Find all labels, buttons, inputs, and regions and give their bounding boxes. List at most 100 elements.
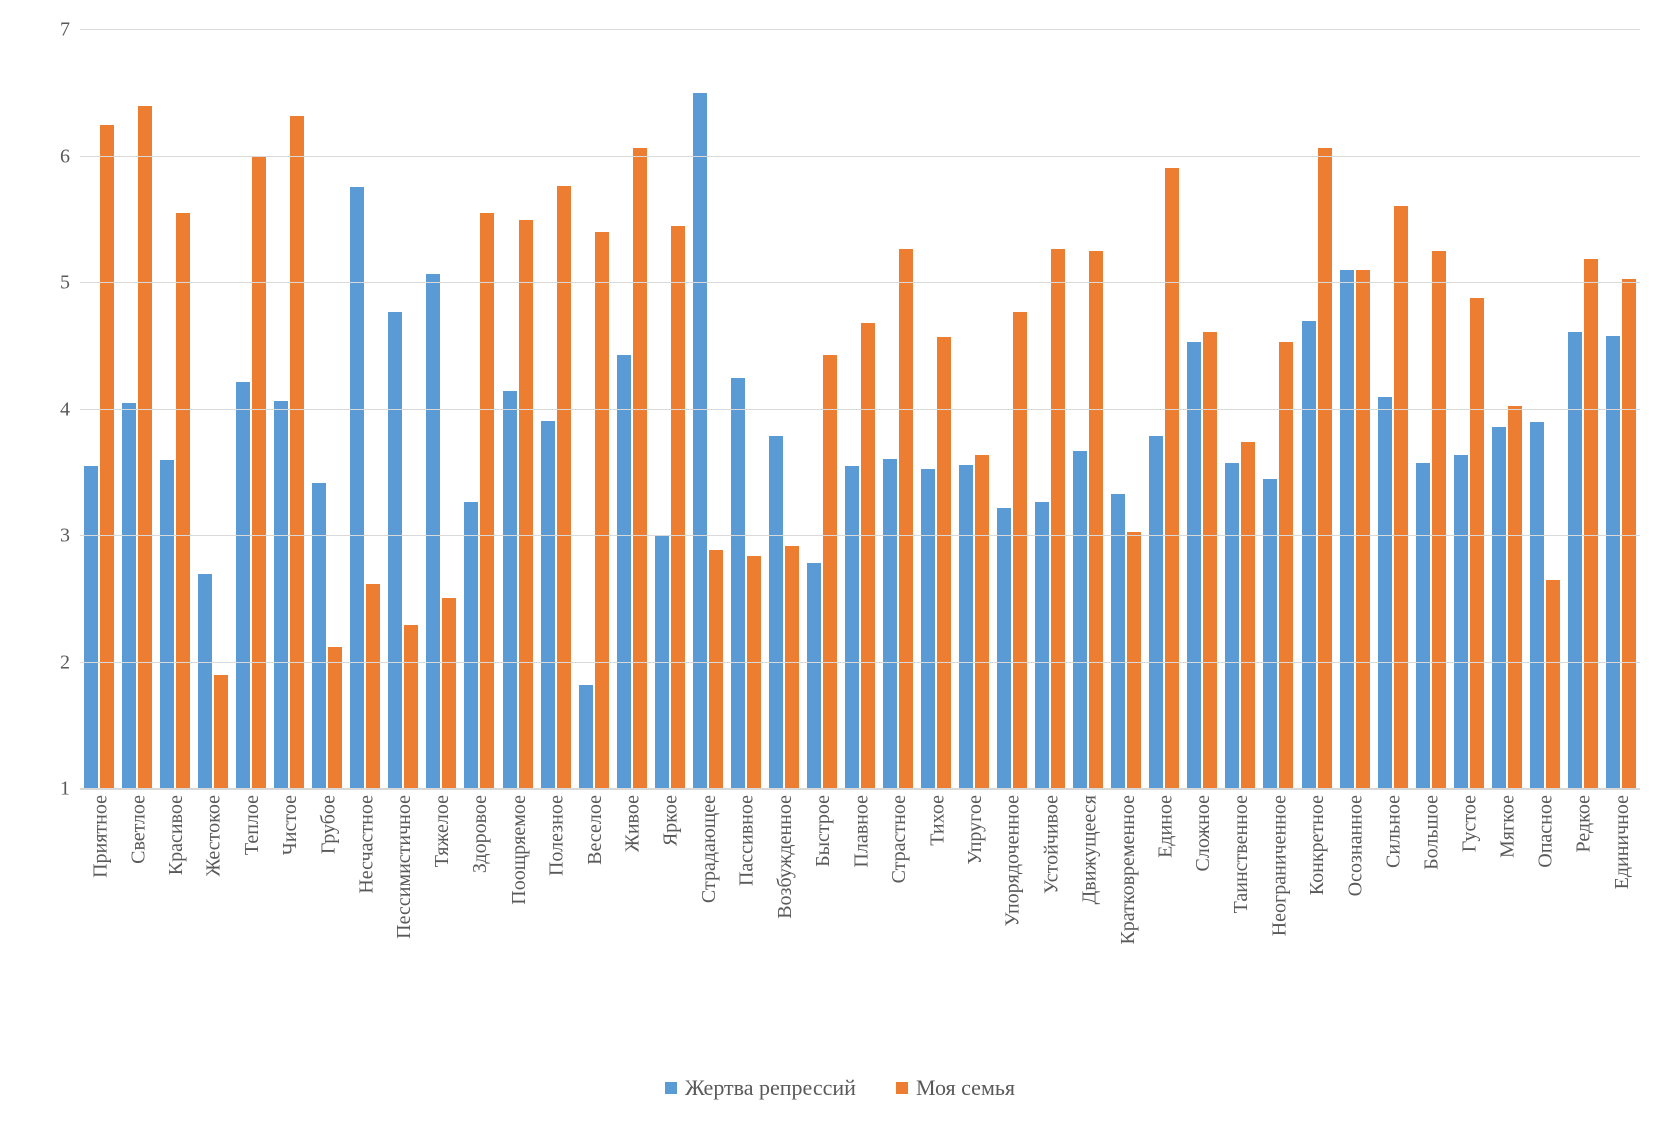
bar-series2 [861,323,875,789]
category-group [460,30,498,789]
legend-item-series2: Моя семья [896,1075,1015,1101]
bar-series1 [617,355,631,789]
gridline [80,156,1640,157]
category-group [993,30,1031,789]
y-tick-label: 5 [40,272,70,295]
bar-series1 [84,466,98,789]
x-tick-label: Светлое [127,795,150,864]
gridline [80,409,1640,410]
y-tick-label: 3 [40,525,70,548]
bar-series1 [807,563,821,789]
x-tick-label: Движущееся [1078,795,1101,904]
category-group [1183,30,1221,789]
bar-series1 [1073,451,1087,789]
bar-series2 [1394,206,1408,789]
category-group [80,30,118,789]
category-group [841,30,879,789]
x-tick-label: Конкретное [1307,795,1330,895]
category-group [308,30,346,789]
gridline [80,29,1640,30]
x-tick-label: Большое [1421,795,1444,870]
bar-series1 [997,508,1011,789]
legend-item-series1: Жертва репрессий [665,1075,856,1101]
bar-series1 [350,187,364,789]
bar-series1 [1035,502,1049,789]
bar-chart: 1234567 ПриятноеСветлоеКрасивоеЖестокоеТ… [20,20,1660,1107]
bars-wrapper [80,30,1640,789]
category-group [1412,30,1450,789]
bar-series1 [426,274,440,789]
bar-series2 [823,355,837,789]
x-tick-label: Плавное [850,795,873,868]
bar-series1 [1378,397,1392,789]
legend-swatch-series2 [896,1082,908,1094]
category-group [1107,30,1145,789]
x-tick-label: Несчастное [355,795,378,894]
y-tick-label: 7 [40,19,70,42]
x-tick-label: Возбужденное [774,795,797,919]
bar-series1 [959,465,973,789]
x-tick-label: Пассивное [736,795,759,886]
category-group [499,30,537,789]
bar-series2 [176,213,190,789]
bar-series1 [731,378,745,789]
bar-series2 [1356,270,1370,789]
bar-series1 [1416,463,1430,789]
category-group [384,30,422,789]
bar-series2 [519,220,533,789]
x-tick-label: Пессимистичное [393,795,416,939]
x-tick-label: Осознанное [1345,795,1368,896]
category-group [1602,30,1640,789]
bar-series2 [557,186,571,789]
bar-series1 [769,436,783,789]
bar-series1 [1530,422,1544,789]
bar-series2 [1508,406,1522,789]
category-group [955,30,993,789]
category-group [1221,30,1259,789]
bar-series2 [595,232,609,789]
x-tick-label: Сильное [1383,795,1406,868]
category-group [1336,30,1374,789]
bar-series1 [883,459,897,789]
bar-series1 [1340,270,1354,789]
x-tick-label: Грубое [317,795,340,854]
x-tick-label: Опасное [1535,795,1558,868]
y-tick-label: 4 [40,398,70,421]
bar-series2 [1089,251,1103,789]
category-group [118,30,156,789]
category-group [1031,30,1069,789]
bar-series1 [1302,321,1316,789]
x-tick-label: Страстное [888,795,911,883]
gridline [80,282,1640,283]
bar-series1 [1568,332,1582,789]
category-group [232,30,270,789]
bar-series1 [312,483,326,789]
bar-series2 [100,125,114,789]
x-tick-label: Приятное [89,795,112,878]
bar-series1 [122,403,136,789]
bar-series1 [1111,494,1125,789]
bar-series1 [274,401,288,789]
bar-series1 [388,312,402,789]
bar-series1 [541,421,555,789]
bar-series1 [198,574,212,789]
bar-series2 [671,226,685,789]
bar-series2 [937,337,951,789]
bar-series2 [480,213,494,789]
bar-series2 [138,106,152,789]
gridline [80,535,1640,536]
bar-series2 [366,584,380,789]
x-tick-label: Таинственное [1230,795,1253,913]
category-group [1069,30,1107,789]
category-group [1526,30,1564,789]
bar-series1 [845,466,859,789]
bar-series2 [709,550,723,789]
category-group [1298,30,1336,789]
x-tick-label: Упорядоченное [1002,795,1025,926]
category-group [194,30,232,789]
y-tick-label: 2 [40,651,70,674]
x-tick-label: Полезное [546,795,569,876]
x-tick-label: Устойчивое [1040,795,1063,894]
bar-series1 [1492,427,1506,789]
category-group [346,30,384,789]
